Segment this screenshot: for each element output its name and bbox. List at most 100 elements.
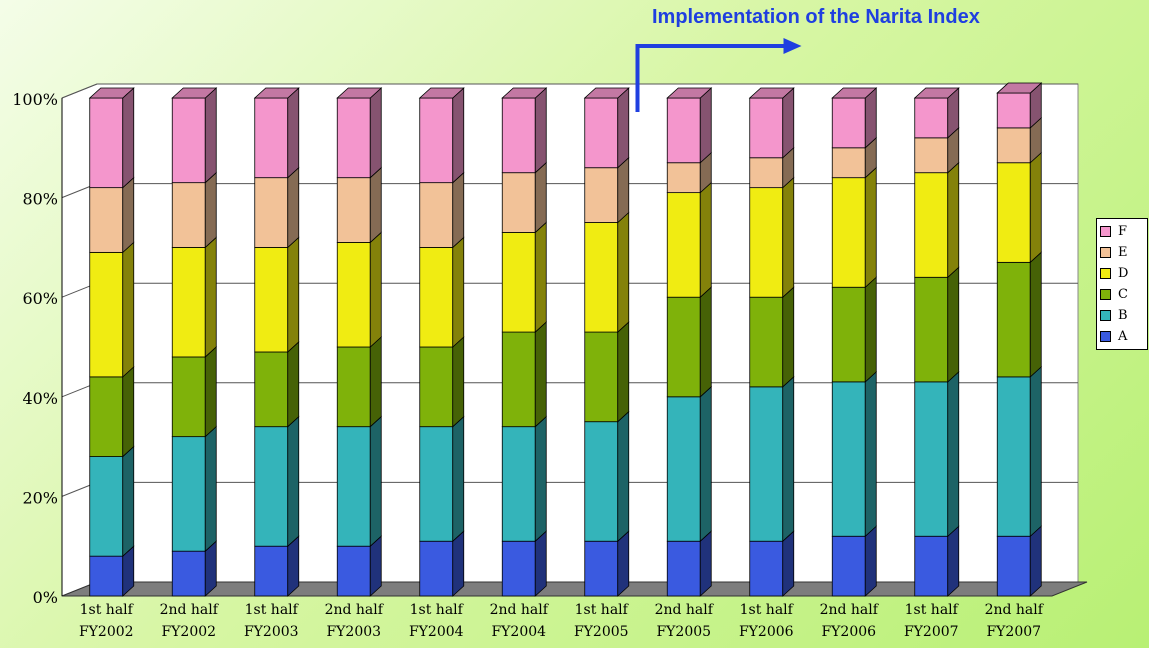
x-tick-label: 1st half bbox=[575, 602, 630, 618]
x-tick-label: 1st half bbox=[245, 602, 300, 618]
bar-top-face bbox=[88, 87, 135, 99]
bar-top-face bbox=[913, 87, 960, 99]
x-tick-label: FY2002 bbox=[79, 624, 134, 640]
bar-segment-a bbox=[996, 535, 1031, 597]
bar-segment-d-side bbox=[534, 221, 547, 333]
bar-segment-c bbox=[336, 346, 371, 428]
bar-segment-a bbox=[171, 550, 206, 597]
legend-label: A bbox=[1118, 329, 1128, 344]
bar-segment-c-side bbox=[534, 321, 547, 428]
bar-segment-b-side bbox=[534, 415, 547, 543]
x-tick-label: FY2006 bbox=[739, 624, 794, 640]
bar-segment-d bbox=[89, 251, 124, 378]
bar-segment-f-side bbox=[699, 87, 712, 164]
bar-segment-e bbox=[831, 147, 866, 179]
bar-segment-a bbox=[666, 540, 701, 597]
bar-top-face bbox=[418, 87, 465, 99]
bar-segment-b bbox=[749, 386, 784, 542]
bar-segment-a-side bbox=[534, 530, 547, 597]
bar-segment-c-side bbox=[204, 346, 217, 438]
bar-top-face bbox=[831, 87, 878, 99]
legend-swatch bbox=[1100, 289, 1111, 300]
annotation-arrow-head bbox=[783, 38, 802, 54]
legend-swatch bbox=[1100, 268, 1111, 279]
annotation-text: Implementation of the Narita Index bbox=[652, 6, 980, 28]
bar-segment-c bbox=[254, 351, 289, 428]
bar-top-face bbox=[336, 87, 383, 99]
y-tick-label: 40% bbox=[22, 389, 58, 408]
bar-segment-a-side bbox=[452, 530, 465, 597]
bar-segment-b bbox=[419, 426, 454, 542]
bar-segment-d-side bbox=[947, 161, 960, 279]
bar-segment-e bbox=[749, 157, 784, 189]
legend-label: F bbox=[1118, 224, 1128, 239]
legend-item-c: C bbox=[1100, 284, 1144, 305]
bar-segment-c bbox=[501, 331, 536, 428]
bar-segment-a bbox=[584, 540, 619, 597]
bar-segment-d-side bbox=[452, 236, 465, 348]
bar-segment-a bbox=[749, 540, 784, 597]
bar-segment-c bbox=[749, 296, 784, 388]
bar-segment-b-side bbox=[617, 410, 630, 543]
bar-segment-c bbox=[89, 376, 124, 457]
bar-top-face bbox=[171, 87, 218, 99]
bar-segment-b-side bbox=[782, 375, 795, 543]
bar-segment-b bbox=[914, 381, 949, 537]
bar-segment-e bbox=[666, 162, 701, 194]
bar-segment-b-side bbox=[699, 385, 712, 543]
x-tick-label: FY2005 bbox=[574, 624, 629, 640]
bar-segment-f-side bbox=[287, 87, 300, 179]
bar-segment-a bbox=[914, 535, 949, 597]
bar-segment-e-side bbox=[204, 171, 217, 249]
bar-segment-a-side bbox=[864, 525, 877, 597]
x-tick-label: FY2004 bbox=[491, 624, 546, 640]
x-tick-label: FY2007 bbox=[986, 624, 1041, 640]
y-tick-label: 20% bbox=[22, 488, 58, 507]
bar-segment-c bbox=[419, 346, 454, 428]
bar-segment-d-side bbox=[1029, 151, 1042, 264]
bar-segment-d-side bbox=[287, 236, 300, 353]
bar-segment-e bbox=[584, 167, 619, 223]
bar-segment-b-side bbox=[864, 370, 877, 538]
bar-segment-e-side bbox=[452, 171, 465, 249]
bar-segment-e bbox=[501, 172, 536, 233]
bar-segment-f bbox=[501, 97, 536, 174]
x-tick-label: 1st half bbox=[740, 602, 795, 618]
bar-segment-d bbox=[501, 232, 536, 333]
bar-segment-e-side bbox=[534, 161, 547, 234]
bar-top-face bbox=[996, 82, 1043, 94]
bar-segment-f bbox=[914, 97, 949, 139]
x-tick-label: FY2002 bbox=[161, 624, 216, 640]
bar-segment-d bbox=[996, 162, 1031, 263]
y-tick-label: 60% bbox=[22, 289, 58, 308]
bar-segment-f-side bbox=[782, 87, 795, 159]
bar-segment-b-side bbox=[947, 370, 960, 538]
plot-floor bbox=[61, 581, 1088, 597]
bar-top-face bbox=[666, 87, 713, 99]
bar-segment-e bbox=[419, 182, 454, 248]
x-tick-label: 2nd half bbox=[325, 602, 385, 618]
bar-segment-c bbox=[831, 286, 866, 383]
bar-segment-c-side bbox=[369, 336, 382, 428]
bar-top-face bbox=[748, 87, 795, 99]
x-tick-label: 1st half bbox=[905, 602, 960, 618]
bar-segment-c bbox=[666, 296, 701, 398]
bar-segment-e bbox=[171, 182, 206, 248]
bar-segment-a bbox=[336, 545, 371, 597]
legend-label: B bbox=[1118, 308, 1128, 323]
bar-segment-c-side bbox=[699, 286, 712, 398]
bar-segment-b bbox=[666, 396, 701, 542]
bar-segment-a bbox=[831, 535, 866, 597]
bar-segment-d-side bbox=[617, 211, 630, 333]
x-tick-label: FY2004 bbox=[409, 624, 464, 640]
bar-segment-c bbox=[171, 356, 206, 438]
bar-segment-f-side bbox=[204, 87, 217, 184]
x-tick-label: 2nd half bbox=[985, 602, 1045, 618]
bar-segment-c-side bbox=[782, 286, 795, 388]
x-tick-label: 1st half bbox=[80, 602, 135, 618]
bar-segment-e-side bbox=[617, 156, 630, 224]
bar-segment-b-side bbox=[369, 415, 382, 548]
legend-swatch bbox=[1100, 247, 1111, 258]
bar-segment-c-side bbox=[1029, 251, 1042, 378]
x-tick-label: FY2006 bbox=[821, 624, 876, 640]
